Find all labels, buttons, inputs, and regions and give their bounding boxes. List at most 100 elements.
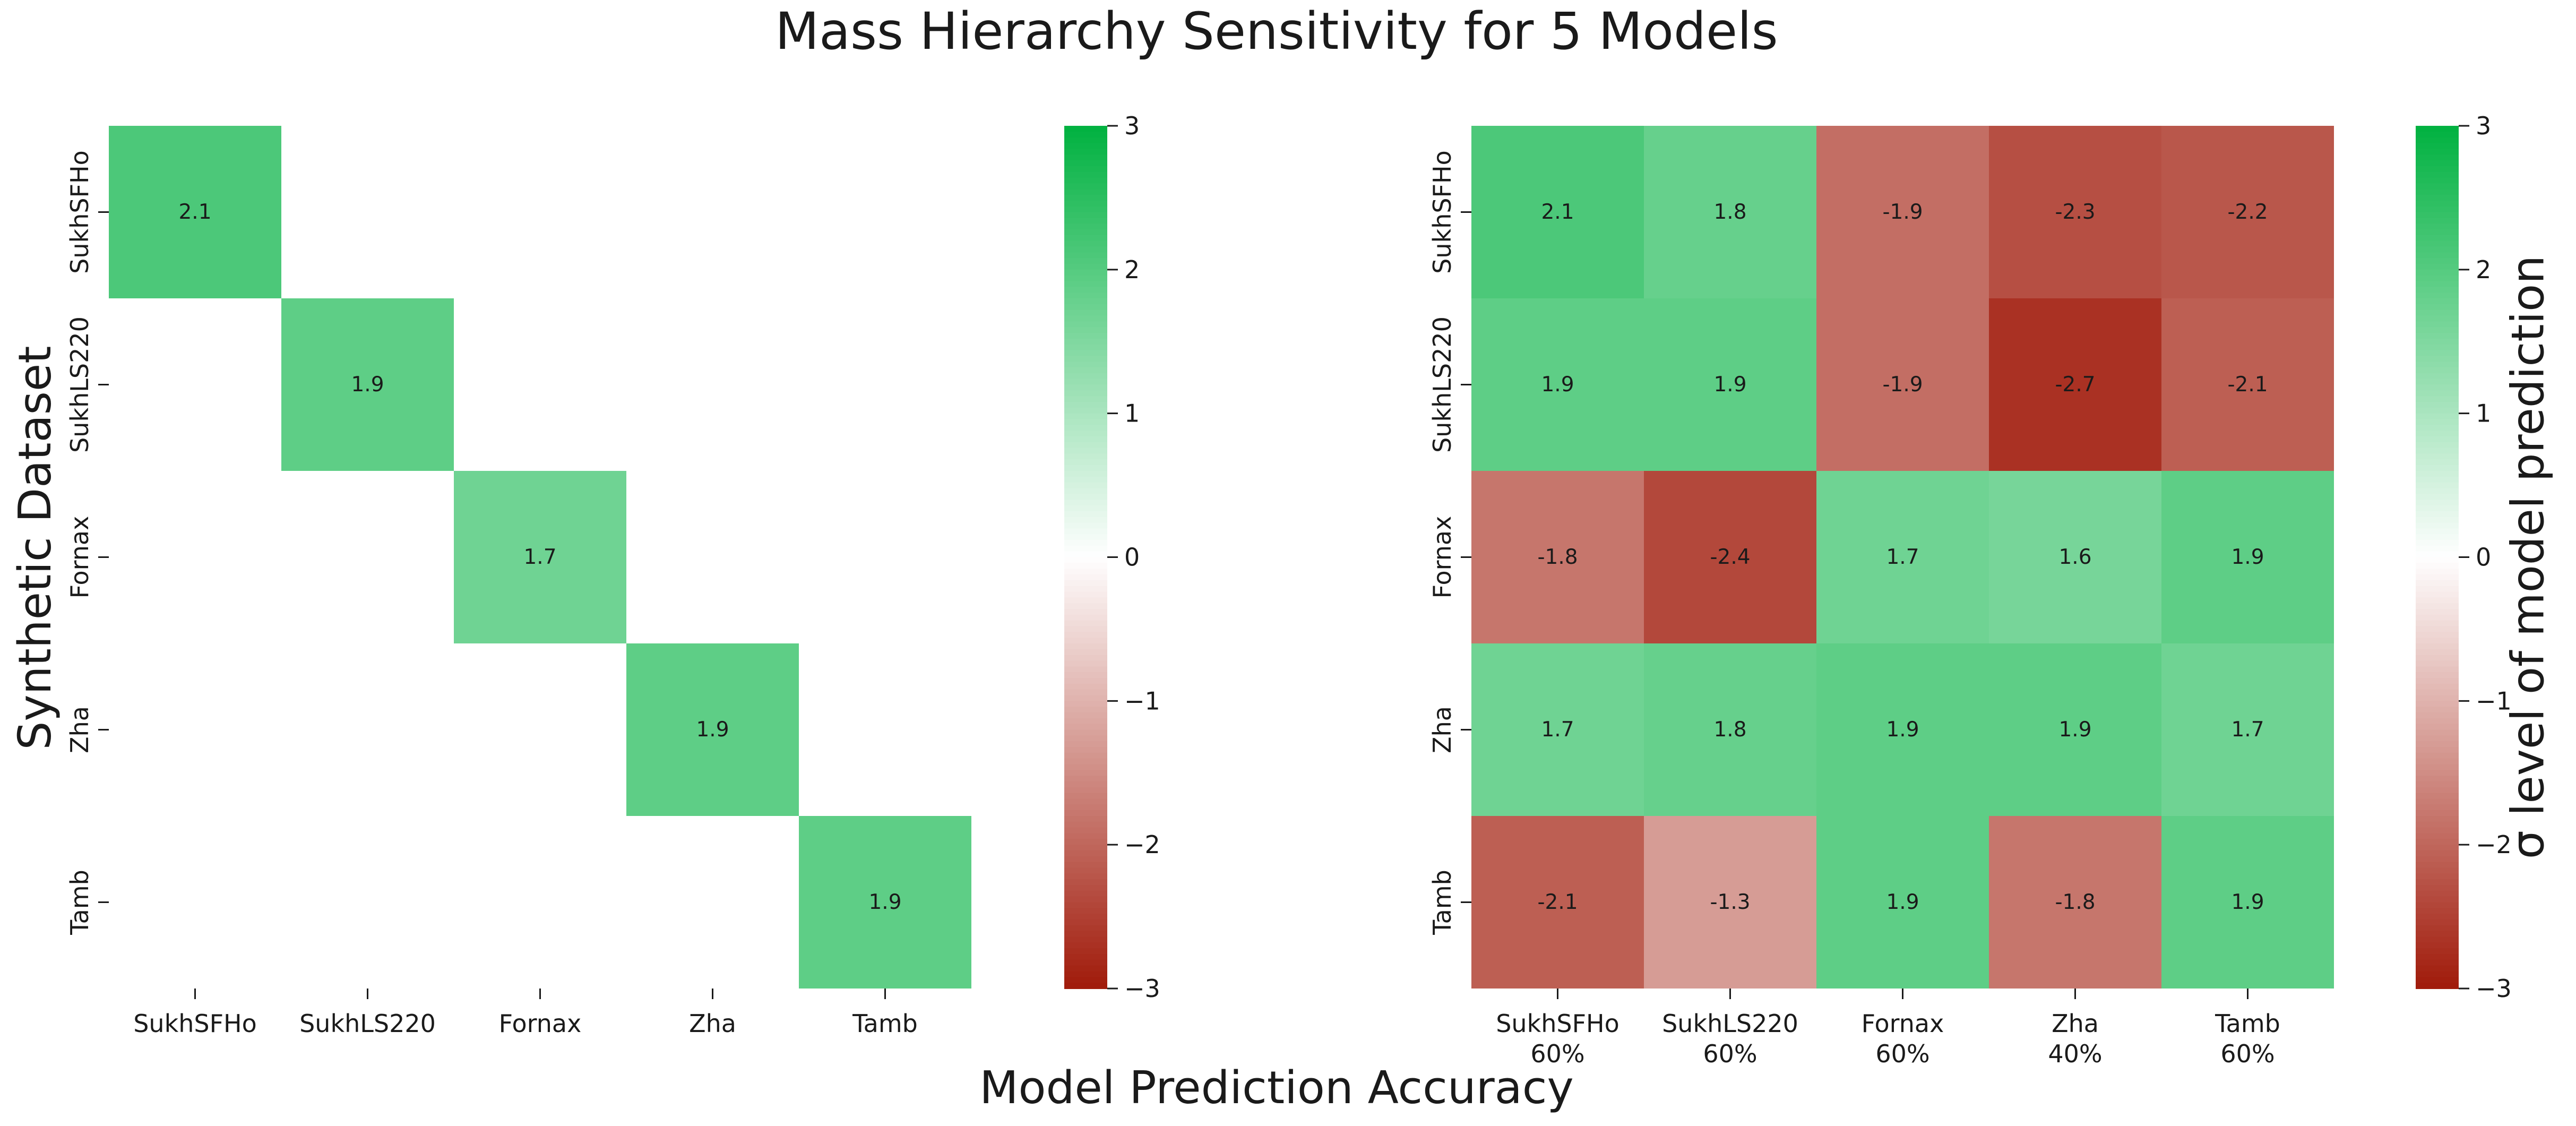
colorbar-segment <box>1064 557 1107 564</box>
colorbar-segment <box>1064 315 1107 322</box>
colorbar-segment <box>2416 649 2459 656</box>
y-tick-label: SukhSFHo <box>1428 150 1457 274</box>
colorbar-segment <box>2416 902 2459 909</box>
colorbar-segment <box>1064 540 1107 546</box>
colorbar-tick-label: −1 <box>2476 686 2512 715</box>
colorbar-segment <box>2416 206 2459 213</box>
colorbar-segment <box>2416 137 2459 144</box>
colorbar-segment <box>1064 171 1107 178</box>
colorbar-segment <box>1064 235 1107 242</box>
cell-value-label: -1.8 <box>2055 890 2095 914</box>
colorbar-segment <box>2416 845 2459 851</box>
x-tick-label: SukhLS220 <box>1662 1009 1798 1038</box>
colorbar-segment <box>1064 293 1107 299</box>
colorbar-tick-label: 3 <box>2476 111 2491 140</box>
colorbar-segment <box>2416 839 2459 846</box>
x-tick-sublabel: 40% <box>2048 1039 2102 1068</box>
colorbar-segment <box>2416 275 2459 282</box>
colorbar-segment <box>1064 551 1107 558</box>
colorbar-segment <box>1064 310 1107 316</box>
colorbar-segment <box>1064 833 1107 840</box>
colorbar-segment <box>1064 603 1107 609</box>
colorbar-segment <box>1064 195 1107 201</box>
colorbar-segment <box>2416 908 2459 915</box>
colorbar-segment <box>1064 936 1107 943</box>
heatmap-cell <box>2161 126 2334 298</box>
colorbar-segment <box>1064 879 1107 886</box>
colorbar-segment <box>1064 373 1107 380</box>
colorbar-segment <box>1064 229 1107 236</box>
colorbar-segment <box>2416 959 2459 966</box>
colorbar-segment <box>1064 344 1107 351</box>
colorbar-segment <box>2416 867 2459 874</box>
colorbar-segment <box>1064 425 1107 432</box>
colorbar-segment <box>2416 269 2459 276</box>
colorbar-segment <box>1064 850 1107 857</box>
colorbar-segment <box>1064 655 1107 661</box>
colorbar-tick-label: 2 <box>2476 255 2491 284</box>
x-tick-label: Zha <box>2052 1009 2099 1038</box>
colorbar-segment <box>2416 384 2459 391</box>
colorbar-segment <box>2416 632 2459 639</box>
colorbar-segment <box>2416 885 2459 891</box>
colorbar-segment <box>2416 396 2459 402</box>
colorbar-segment <box>2416 293 2459 299</box>
colorbar-segment <box>1064 224 1107 230</box>
y-tick-label: Fornax <box>65 516 94 599</box>
colorbar-segment <box>1064 367 1107 374</box>
colorbar-segment <box>1064 379 1107 385</box>
cell-value-label: 1.8 <box>1713 200 1746 224</box>
colorbar-segment <box>2416 620 2459 627</box>
heatmap-cell <box>1989 816 2161 989</box>
colorbar-segment <box>1064 885 1107 891</box>
colorbar-segment <box>1064 678 1107 684</box>
cell-value-label: 1.9 <box>1886 718 1919 742</box>
colorbar-segment <box>1064 287 1107 294</box>
colorbar-segment <box>1064 528 1107 535</box>
colorbar-segment <box>1064 862 1107 869</box>
colorbar-segment <box>2416 171 2459 178</box>
colorbar-segment <box>2416 810 2459 816</box>
cell-value-label: 1.7 <box>1886 545 1919 569</box>
colorbar-segment <box>1064 327 1107 333</box>
colorbar-segment <box>2416 166 2459 173</box>
colorbar-segment <box>2416 609 2459 615</box>
colorbar-segment <box>2416 712 2459 719</box>
heatmap-cell <box>1816 816 1989 989</box>
colorbar-segment <box>2416 821 2459 828</box>
heatmap-cell <box>454 471 626 643</box>
colorbar-segment <box>1064 177 1107 184</box>
colorbar-segment <box>1064 632 1107 639</box>
colorbar-label: σ level of model prediction <box>2502 255 2555 859</box>
colorbar-segment <box>2416 522 2459 529</box>
colorbar-segment <box>1064 845 1107 851</box>
heatmap-cell <box>1471 298 1644 471</box>
colorbar-segment <box>1064 942 1107 949</box>
x-tick-sublabel: 60% <box>2220 1039 2275 1068</box>
colorbar-segment <box>2416 603 2459 609</box>
colorbar-segment <box>1064 407 1107 414</box>
colorbar-segment <box>1064 591 1107 598</box>
colorbar-segment <box>2416 707 2459 713</box>
heatmap-cell <box>109 126 281 298</box>
colorbar-segment <box>1064 683 1107 690</box>
heatmap-cell <box>2161 643 2334 816</box>
colorbar-segment <box>1064 442 1107 449</box>
y-tick-label: SukhLS220 <box>65 316 94 453</box>
colorbar-segment <box>2416 252 2459 259</box>
colorbar-segment <box>2416 983 2459 989</box>
colorbar-segment <box>1064 672 1107 678</box>
colorbar-segment <box>1064 638 1107 644</box>
colorbar-segment <box>1064 183 1107 190</box>
heatmap-cell <box>281 298 454 471</box>
colorbar-segment <box>2416 540 2459 546</box>
colorbar-segment <box>2416 718 2459 725</box>
heatmap-panels: 2.1 1.9 1.7 1.9 1.9 SukhSFHo SukhLS220 Fornax Zh… <box>65 111 2555 1068</box>
colorbar-segment <box>2416 793 2459 800</box>
colorbar-segment <box>1064 735 1107 742</box>
colorbar-segment <box>1064 488 1107 495</box>
colorbar-segment <box>1064 925 1107 932</box>
colorbar-segment <box>1064 154 1107 161</box>
x-tick-sublabel: 60% <box>1875 1039 1929 1068</box>
